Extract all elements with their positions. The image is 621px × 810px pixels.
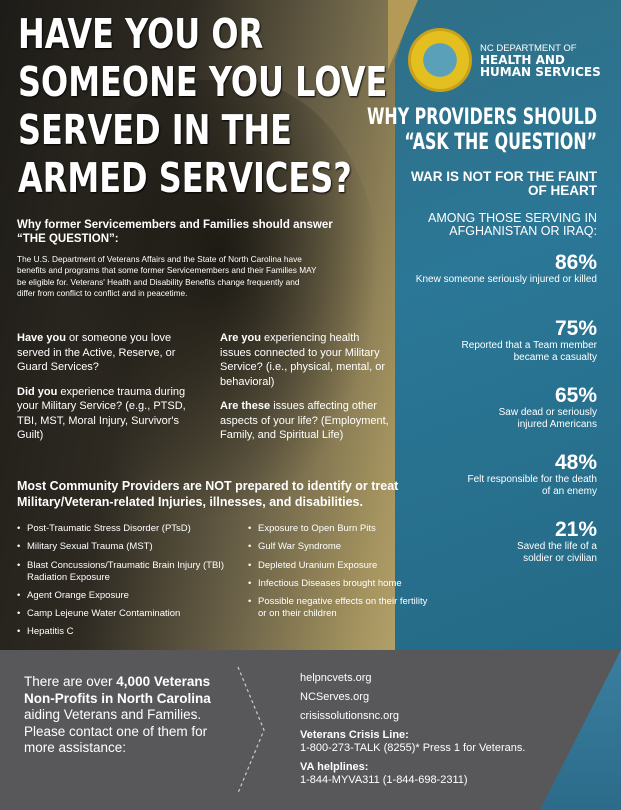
list-item: Camp Lejeune Water Contamination xyxy=(17,608,232,620)
va-label: VA helplines: xyxy=(300,761,369,773)
q-bold: Are you xyxy=(220,332,261,344)
list-item: Hepatitis C xyxy=(17,626,232,638)
stat-percent: 65% xyxy=(554,384,597,407)
org-line: NC DEPARTMENT OF xyxy=(480,42,577,54)
org-line: HEALTH AND xyxy=(480,52,565,67)
link-ncserves[interactable]: NCServes.org xyxy=(300,691,370,703)
stat-desc: Felt responsible for the death of an ene… xyxy=(467,474,597,497)
questions-left: Have you or someone you love served in t… xyxy=(17,331,207,443)
text-bold: 4,000 Veterans Non-Profits in North Caro… xyxy=(24,674,211,706)
why-heading: Why former Servicemembers and Families s… xyxy=(17,219,333,245)
q-text: experiencing health issues connected to … xyxy=(220,332,386,388)
stat-item: 21% Saved the life of a soldier or civili… xyxy=(407,519,597,565)
list-item: Military Sexual Trauma (MST) xyxy=(17,541,232,553)
stat-percent: 21% xyxy=(554,518,597,541)
q-text: issues affecting other aspects of your l… xyxy=(220,400,389,441)
list-item: Agent Orange Exposure xyxy=(17,590,232,602)
va-helplines: VA helplines: 1-844-MYVA311 (1-844-698-23… xyxy=(300,761,525,787)
providers-warning: Most Community Providers are NOT prepare… xyxy=(17,479,399,509)
q-text: experience trauma during your Military S… xyxy=(17,385,186,442)
stat-desc: Knew someone seriously injured or killed xyxy=(415,274,597,285)
list-item: Depleted Uranium Exposure xyxy=(248,560,438,572)
chevron-divider-icon xyxy=(237,666,265,794)
panel-heading: WHY PROVIDERS SHOULD “ASK THE QUESTION” xyxy=(295,105,597,155)
dhhs-name: NC DEPARTMENT OF HEALTH AND HUMAN SERVIC… xyxy=(480,43,601,78)
link-crisissolutions[interactable]: crisissolutionsnc.org xyxy=(300,710,400,722)
panel-heading-line: WHY PROVIDERS SHOULD xyxy=(366,105,597,130)
crisis-line: Veterans Crisis Line: 1-800-273-TALK (825… xyxy=(300,729,525,755)
stat-item: 48% Felt responsible for the death of an … xyxy=(407,452,597,498)
nc-seal-icon xyxy=(408,28,472,92)
why-body: The U.S. Department of Veterans Affairs … xyxy=(17,254,317,299)
title-line: armed services? xyxy=(18,154,352,202)
title-line: Have you or xyxy=(18,10,264,58)
list-item: Gulf War Syndrome xyxy=(248,541,438,553)
stat-item: 86% Knew someone seriously injured or kil… xyxy=(407,252,597,286)
list-item: Infectious Diseases brought home xyxy=(248,578,438,590)
stat-desc: Saw dead or seriously injured Americans xyxy=(498,407,597,430)
stat-percent: 75% xyxy=(554,317,597,340)
q-bold: Are these xyxy=(220,400,271,412)
link-helpncvets[interactable]: helpncvets.org xyxy=(300,672,372,684)
questions-right: Are you experiencing health issues conne… xyxy=(220,331,392,443)
question-did-you: Did you experience trauma during your Mi… xyxy=(17,385,207,443)
conditions-list-left: Post-Traumatic Stress Disorder (PTsD) Mi… xyxy=(17,523,232,645)
stat-desc: Saved the life of a soldier or civilian xyxy=(516,541,597,564)
conditions-list-right: Exposure to Open Burn Pits Gulf War Synd… xyxy=(248,523,438,626)
question-are-you: Are you experiencing health issues conne… xyxy=(220,331,392,389)
title-line: someone you love xyxy=(18,58,388,106)
stat-desc: Reported that a Team member became a cas… xyxy=(461,340,597,363)
crisis-label: Veterans Crisis Line: xyxy=(300,729,409,741)
list-item: Exposure to Open Burn Pits xyxy=(248,523,438,535)
title-line: served in the xyxy=(18,106,293,154)
footer-band xyxy=(0,650,621,810)
war-subheading: WAR IS NOT FOR THE FAINT OF HEART xyxy=(411,169,597,198)
stat-percent: 48% xyxy=(554,451,597,474)
q-bold: Have you xyxy=(17,332,66,344)
list-item: Blast Concussions/Traumatic Brain Injury… xyxy=(17,560,232,584)
question-are-these: Are these issues affecting other aspects… xyxy=(220,399,392,443)
crisis-number[interactable]: 1-800-273-TALK (8255)* Press 1 for Veter… xyxy=(300,742,526,754)
panel-heading-line: “ASK THE QUESTION” xyxy=(404,130,597,155)
soldier-silhouette xyxy=(60,80,380,520)
dhhs-logo: NC DEPARTMENT OF HEALTH AND HUMAN SERVIC… xyxy=(408,28,601,92)
q-bold: Did you xyxy=(17,385,58,398)
main-title: Have you or someone you love served in t… xyxy=(18,10,392,202)
why-section: Why former Servicemembers and Families s… xyxy=(17,218,335,300)
stat-item: 75% Reported that a Team member became a … xyxy=(407,318,597,364)
resources: helpncvets.org NCServes.org crisissoluti… xyxy=(300,672,525,793)
org-line: HUMAN SERVICES xyxy=(480,64,601,79)
text: There are over xyxy=(24,674,117,689)
va-number[interactable]: 1-844-MYVA311 (1-844-698-2311) xyxy=(300,774,468,786)
stat-percent: 86% xyxy=(554,251,597,274)
text: aiding Veterans and Families. Please con… xyxy=(24,707,208,755)
list-item: Post-Traumatic Stress Disorder (PTsD) xyxy=(17,523,232,535)
q-text: or someone you love served in the Active… xyxy=(17,332,176,373)
question-have-you: Have you or someone you love served in t… xyxy=(17,331,207,375)
among-subheading: AMONG THOSE SERVING IN AFGHANISTAN OR IR… xyxy=(427,211,597,238)
list-item: Possible negative effects on their ferti… xyxy=(248,596,438,620)
stat-item: 65% Saw dead or seriously injured America… xyxy=(407,385,597,431)
nonprofits-text: There are over 4,000 Veterans Non-Profit… xyxy=(24,674,234,757)
